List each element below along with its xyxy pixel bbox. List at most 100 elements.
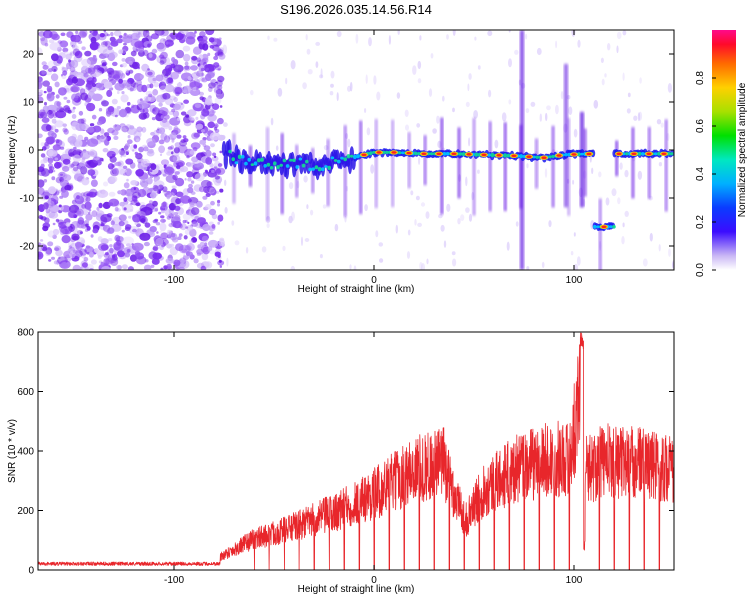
sparse-dot	[315, 61, 319, 68]
noise-blob	[151, 258, 160, 265]
sparse-dot	[601, 78, 605, 86]
tone-core	[231, 157, 235, 162]
tone-core	[276, 165, 280, 170]
tone-peak	[571, 153, 577, 156]
noise-blob	[194, 30, 197, 34]
noise-blob	[87, 126, 95, 133]
noise-blob	[170, 151, 174, 155]
sparse-dot	[440, 224, 445, 232]
noise-blob	[213, 126, 218, 131]
tone-core	[487, 153, 492, 157]
sparse-dot	[319, 74, 324, 79]
noise-blob	[176, 134, 182, 139]
sparse-dot	[425, 211, 430, 219]
noise-blob	[205, 149, 212, 158]
noise-blob	[160, 75, 169, 85]
noise-blob	[41, 61, 47, 66]
sparse-dot	[364, 108, 367, 113]
noise-blob	[201, 73, 205, 77]
noise-blob	[45, 208, 51, 214]
noise-blob	[189, 88, 201, 96]
noise-blob	[128, 60, 133, 65]
noise-blob	[212, 41, 217, 45]
noise-blob	[99, 136, 108, 143]
noise-blob	[58, 204, 62, 208]
noise-blob	[210, 200, 215, 206]
noise-blob	[118, 35, 123, 39]
noise-blob	[70, 52, 73, 56]
noise-blob	[186, 243, 195, 252]
sparse-dot	[571, 30, 576, 37]
noise-blob	[54, 157, 59, 161]
sparse-dot	[222, 44, 228, 55]
noise-blob	[154, 30, 165, 36]
sparse-dot	[334, 223, 339, 232]
noise-blob	[102, 224, 111, 232]
noise-blob	[175, 191, 184, 198]
noise-blob	[110, 220, 115, 226]
noise-blob	[183, 53, 191, 62]
noise-blob	[94, 248, 99, 253]
noise-blob	[201, 108, 210, 117]
sparse-dot	[658, 244, 661, 252]
sparse-dot	[649, 232, 653, 242]
sparse-dot	[375, 230, 379, 238]
sparse-dot	[379, 258, 384, 263]
noise-blob	[98, 202, 103, 209]
sparse-dot	[568, 106, 573, 115]
noise-blob	[120, 155, 123, 158]
noise-blob	[191, 207, 200, 216]
noise-blob	[184, 178, 187, 181]
sparse-dot	[396, 92, 401, 99]
sparse-dot	[555, 40, 558, 49]
tone-core	[321, 167, 325, 172]
noise-blob	[52, 169, 56, 173]
streak	[551, 125, 555, 208]
sparse-dot	[514, 49, 519, 55]
noise-blob	[208, 37, 215, 43]
noise-blob	[45, 124, 52, 132]
noise-blob	[187, 76, 192, 81]
tone-core	[279, 163, 284, 167]
noise-blob	[48, 211, 59, 219]
sparse-dot	[273, 37, 278, 42]
noise-blob	[61, 165, 70, 172]
tone-core	[580, 152, 584, 156]
noise-blob	[165, 42, 169, 45]
noise-blob	[170, 71, 179, 80]
noise-blob	[163, 38, 167, 42]
noise-blob	[147, 71, 153, 76]
sparse-dot	[468, 73, 472, 80]
noise-blob	[217, 49, 224, 56]
noise-blob	[179, 166, 189, 173]
noise-blob	[120, 150, 126, 157]
noise-blob	[119, 123, 126, 128]
noise-blob	[84, 219, 90, 224]
noise-blob	[219, 265, 222, 268]
noise-blob	[134, 41, 143, 49]
noise-blob	[199, 73, 203, 77]
noise-blob	[150, 131, 155, 136]
tone-core	[228, 149, 232, 154]
noise-blob	[109, 247, 114, 254]
noise-blob	[90, 259, 97, 265]
noise-blob	[168, 134, 173, 140]
noise-blob	[91, 30, 98, 36]
noise-blob	[48, 109, 57, 117]
colorbar-tick-label: 0.4	[695, 167, 706, 181]
noise-blob	[67, 136, 77, 144]
noise-blob	[102, 48, 115, 57]
snr-xtick-label: -100	[164, 575, 184, 586]
noise-blob	[123, 207, 127, 211]
noise-blob	[113, 30, 122, 37]
noise-blob	[175, 243, 184, 252]
noise-blob	[117, 264, 122, 270]
sparse-dot	[452, 258, 457, 267]
noise-blob	[90, 179, 98, 187]
noise-blob	[71, 93, 79, 102]
sparse-dot	[446, 34, 449, 40]
noise-blob	[111, 224, 122, 232]
noise-blob	[183, 120, 192, 127]
noise-blob	[76, 72, 84, 78]
noise-blob	[192, 86, 197, 92]
